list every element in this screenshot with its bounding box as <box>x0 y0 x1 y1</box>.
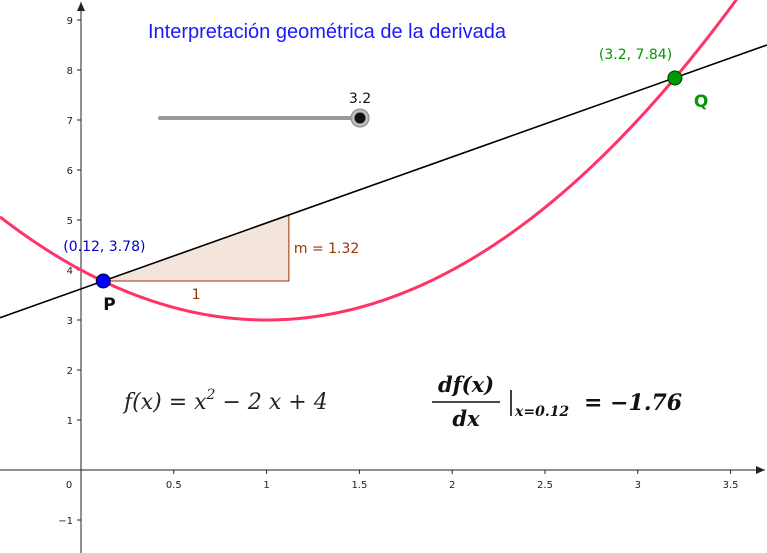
y-tick-label: 3 <box>67 316 73 327</box>
function-formula-lhs: f(x) = x <box>122 390 207 415</box>
y-tick-label: −1 <box>58 516 73 527</box>
derivative-denominator: dx <box>452 406 480 431</box>
function-curve[interactable] <box>0 0 766 322</box>
slider-handle[interactable] <box>354 112 366 124</box>
function-formula: f(x) = x2 − 2 x + 4 <box>122 387 328 415</box>
x-axis-arrow-icon <box>756 466 765 474</box>
y-tick-label: 5 <box>67 216 73 227</box>
y-tick-label: 1 <box>67 416 73 427</box>
derivative-expression: df(x) dx x=0.12 = −1.76 <box>432 372 682 431</box>
point-p[interactable] <box>95 273 111 289</box>
derivative-result: = −1.76 <box>584 390 682 416</box>
slider[interactable]: 3.2 <box>158 91 371 128</box>
x-ticks: 0 0.5 1 1.5 2 2.5 3 3.5 <box>66 470 739 491</box>
function-formula-exponent: 2 <box>206 387 216 403</box>
point-q[interactable] <box>667 70 683 86</box>
point-p-coordinates: (0.12, 3.78) <box>63 239 145 255</box>
y-tick-label: 8 <box>67 66 73 77</box>
x-tick-label: 2 <box>449 480 455 491</box>
run-label: 1 <box>192 287 201 303</box>
y-tick-label: 9 <box>67 16 73 27</box>
y-tick-label: 6 <box>67 166 73 177</box>
derivative-numerator: df(x) <box>438 372 494 397</box>
rise-label: m = 1.32 <box>294 241 359 257</box>
point-q-name: Q <box>694 92 708 112</box>
y-tick-label: 2 <box>67 366 73 377</box>
point-q-coordinates: (3.2, 7.84) <box>599 47 672 63</box>
x-tick-label: 2.5 <box>537 480 553 491</box>
y-ticks: −1 1 2 3 4 5 6 7 8 9 <box>58 16 81 527</box>
x-tick-label: 1 <box>263 480 269 491</box>
x-tick-label: 0 <box>66 480 72 491</box>
x-tick-label: 3 <box>635 480 641 491</box>
derivative-subscript: x=0.12 <box>514 404 569 420</box>
secant-line[interactable] <box>0 44 767 319</box>
y-tick-label: 7 <box>67 116 73 127</box>
slider-value: 3.2 <box>349 91 371 107</box>
x-tick-label: 0.5 <box>166 480 182 491</box>
page-title: Interpretación geométrica de la derivada <box>148 21 507 43</box>
y-tick-label: 4 <box>67 266 73 277</box>
point-p-name: P <box>103 295 115 315</box>
x-tick-label: 3.5 <box>723 480 739 491</box>
y-axis-arrow-icon <box>77 2 85 11</box>
x-tick-label: 1.5 <box>351 480 367 491</box>
function-formula-rhs: − 2 x + 4 <box>215 390 327 415</box>
